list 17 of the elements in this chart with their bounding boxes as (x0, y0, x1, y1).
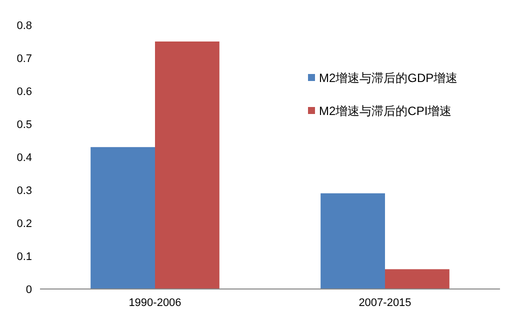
y-tick-label: 0.6 (16, 86, 32, 98)
y-tick-label: 0.5 (16, 118, 32, 131)
x-tick-label: 1990-2006 (128, 297, 182, 309)
y-tick-label: 0.1 (16, 250, 32, 263)
legend-label: M2增速与滞后的GDP增速 (319, 71, 458, 86)
bar (385, 269, 450, 289)
bar (155, 42, 220, 289)
y-tick-label: 0.2 (16, 218, 32, 230)
y-tick-label: 0.3 (16, 184, 32, 197)
x-tick-label: 2007-2015 (358, 297, 412, 309)
y-tick-label: 0.7 (16, 52, 32, 65)
bar (320, 193, 385, 289)
y-tick-label: 0 (26, 284, 32, 296)
bar (90, 147, 155, 289)
y-tick-label: 0.8 (16, 20, 32, 32)
y-tick-label: 0.4 (16, 152, 32, 164)
legend-label: M2增速与滞后的CPI增速 (319, 104, 452, 118)
